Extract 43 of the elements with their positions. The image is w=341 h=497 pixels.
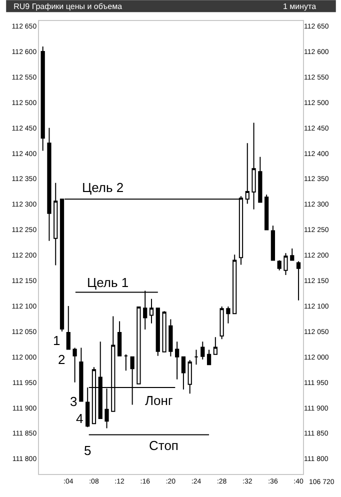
candlestick — [220, 306, 224, 340]
candlestick — [72, 347, 77, 383]
candlestick — [47, 127, 52, 242]
candlestick — [66, 306, 70, 350]
candlestick — [277, 260, 282, 271]
candlestick — [264, 194, 269, 230]
annotation: 1 — [53, 333, 60, 348]
candlestick — [200, 341, 205, 360]
annotation: Цель 2 — [82, 180, 124, 195]
candlestick — [284, 252, 288, 276]
candlestick — [124, 354, 128, 372]
candlestick — [296, 260, 301, 301]
candlestick — [54, 182, 58, 266]
annotation: Стоп — [149, 438, 178, 453]
annotation: 4 — [76, 411, 84, 426]
candlestick — [188, 359, 192, 394]
chart-title: RU9 Графики цены и объема — [14, 2, 123, 11]
annotation: 2 — [58, 352, 66, 367]
candlestick — [232, 254, 237, 314]
candlestick — [206, 349, 212, 366]
candlestick — [136, 306, 141, 384]
annotation: 3 — [70, 394, 78, 409]
candlestick — [226, 306, 230, 324]
candlestick — [40, 46, 45, 152]
candlestick — [290, 248, 294, 261]
annotation: Цель 1 — [87, 275, 129, 290]
candlestick — [168, 318, 173, 357]
annotation: 5 — [84, 443, 92, 458]
candlestick — [149, 298, 154, 324]
candlestick — [156, 308, 160, 356]
candlestick — [117, 320, 122, 356]
chart-subtitle: 1 минута — [283, 2, 317, 11]
candlestick — [175, 341, 180, 380]
candlestick — [213, 336, 218, 355]
candlestick — [162, 310, 166, 352]
candlestick — [181, 356, 186, 390]
candlestick — [245, 142, 250, 204]
candlestick — [252, 122, 256, 210]
candlestick — [79, 347, 84, 402]
candlestick — [194, 349, 198, 366]
candlestick — [270, 225, 276, 261]
annotation: Лонг — [145, 393, 173, 408]
candlestick — [258, 156, 262, 203]
